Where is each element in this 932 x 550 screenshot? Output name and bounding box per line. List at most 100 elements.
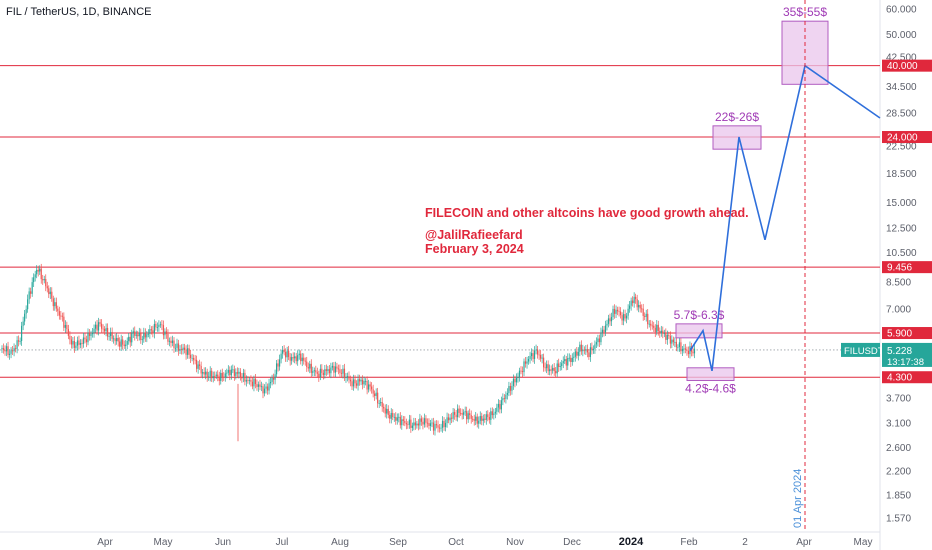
- candle-body: [191, 357, 193, 359]
- candle-body: [30, 291, 32, 294]
- candle-body: [336, 366, 338, 369]
- candle-body: [447, 417, 450, 421]
- candle-body: [422, 421, 424, 425]
- candle-body: [131, 333, 133, 343]
- candle: [672, 336, 674, 346]
- candle-body: [180, 349, 183, 350]
- candle: [571, 353, 573, 366]
- candle: [227, 365, 229, 376]
- candle-body: [164, 331, 166, 336]
- candle: [334, 361, 337, 378]
- candle: [660, 325, 662, 337]
- candle-body: [271, 377, 273, 382]
- candle: [61, 312, 63, 322]
- candle-body: [674, 341, 676, 343]
- candle-body: [2, 348, 5, 351]
- candle: [19, 337, 21, 345]
- candle-body: [289, 356, 291, 361]
- candle: [7, 341, 9, 358]
- candle-body: [125, 344, 127, 347]
- candle: [202, 368, 204, 379]
- candle: [496, 403, 498, 415]
- candle-body: [499, 403, 501, 410]
- candle-body: [14, 348, 17, 349]
- candle-body: [493, 413, 495, 416]
- candle-body: [469, 413, 471, 416]
- chart-title: FIL / TetherUS, 1D, BINANCE: [6, 6, 152, 18]
- candle-body: [413, 422, 415, 426]
- candle-body: [592, 348, 595, 351]
- candle-body: [354, 379, 356, 384]
- candle-body: [266, 386, 269, 391]
- candle-body: [322, 372, 324, 376]
- candle: [526, 356, 528, 369]
- candle-body: [220, 372, 222, 381]
- candle: [574, 348, 576, 362]
- candle: [455, 410, 457, 421]
- candle: [659, 327, 661, 338]
- candle-body: [97, 322, 100, 331]
- candle-body: [576, 351, 578, 356]
- candle-body: [70, 339, 72, 345]
- candle-body: [103, 328, 106, 332]
- candle-body: [684, 348, 687, 350]
- candle-body: [182, 347, 184, 350]
- candle-body: [321, 368, 323, 373]
- candle: [447, 413, 450, 424]
- candle: [540, 350, 542, 362]
- candle-body: [381, 402, 383, 407]
- candle-body: [227, 369, 229, 373]
- candle: [146, 330, 148, 343]
- candle: [633, 292, 635, 308]
- x-tick-label-6: Oct: [448, 537, 464, 548]
- candle-body: [443, 420, 445, 428]
- candle: [377, 387, 379, 408]
- candle-body: [619, 311, 622, 316]
- candle: [677, 344, 679, 352]
- candle-body: [333, 365, 335, 373]
- candle-body: [7, 346, 9, 355]
- candle: [64, 320, 66, 333]
- candle-body: [340, 372, 343, 374]
- candle-body: [580, 344, 582, 352]
- candle: [217, 370, 219, 382]
- candle-body: [351, 381, 353, 387]
- candle-body: [410, 419, 412, 428]
- candle-body: [13, 348, 15, 352]
- candle-body: [10, 350, 12, 354]
- candle-body: [380, 402, 382, 404]
- candle: [381, 397, 383, 412]
- candle-body: [540, 354, 542, 359]
- candle: [307, 362, 309, 372]
- candle: [366, 376, 368, 395]
- candle: [520, 366, 522, 375]
- candle: [547, 360, 549, 376]
- candle-body: [189, 354, 192, 359]
- candle: [17, 335, 20, 347]
- candle: [137, 330, 139, 342]
- candle: [562, 356, 564, 369]
- candle-body: [506, 392, 509, 395]
- candle-body: [478, 420, 480, 424]
- candle-body: [591, 347, 593, 351]
- candle-body: [567, 358, 569, 366]
- candle-body: [630, 300, 632, 306]
- candle: [517, 372, 519, 383]
- candle-body: [156, 327, 158, 328]
- candle-body: [45, 279, 47, 287]
- candle-body: [43, 279, 45, 281]
- candle: [5, 343, 8, 357]
- candle: [297, 350, 299, 366]
- candle-body: [416, 423, 418, 426]
- candle-body: [55, 302, 57, 309]
- candle: [188, 344, 190, 359]
- candle-body: [40, 268, 42, 280]
- candle-body: [583, 349, 585, 351]
- candle-body: [85, 339, 88, 343]
- x-tick-label-13: May: [854, 537, 873, 548]
- candle-body: [556, 363, 558, 374]
- candle-body: [25, 309, 27, 314]
- candle: [432, 417, 435, 435]
- candle: [176, 338, 178, 352]
